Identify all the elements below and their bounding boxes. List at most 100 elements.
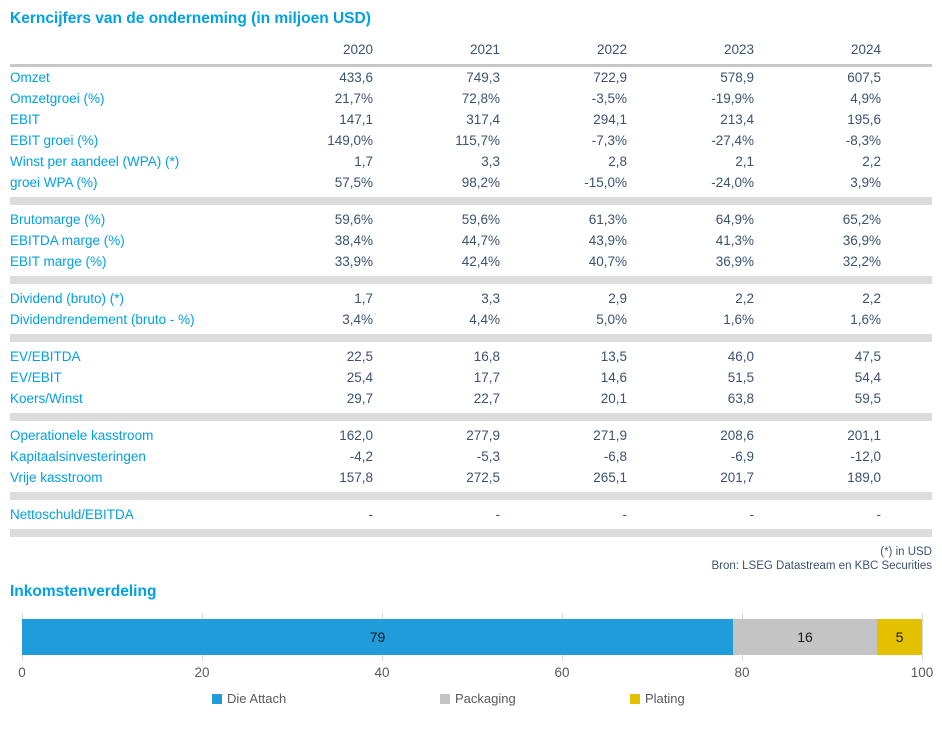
cell-value: 33,9% [334,253,373,269]
divider-strip [10,197,932,205]
cell-value: -5,3 [476,448,500,464]
row-label: Dividendrendement (bruto - %) [10,309,246,330]
legend-label: Plating [645,691,685,706]
cell-value: 22,5 [346,348,373,364]
row-label-text: Dividendrendement (bruto - %) [10,311,195,327]
x-axis-tick-labels: 0 20 40 60 80 100 [18,661,933,680]
cell-value: -6,9 [730,448,754,464]
axis-tick-label: 40 [374,665,390,680]
legend-swatch [212,693,222,704]
cell-value: 2,1 [735,153,754,169]
cell-value: 41,3% [715,232,754,248]
cell-value: 195,6 [847,111,881,127]
cell-value: 40,7% [588,253,627,269]
year-column-header: 2021 [373,40,500,67]
row-label-text: Brutomarge (%) [10,211,106,227]
row-label-text: Winst per aandeel (WPA) (*) [10,153,180,169]
bar-segment-value: 5 [895,629,904,645]
section-divider-cell [10,409,932,425]
cell-value: 16,8 [473,348,500,364]
label-column-header [10,40,246,67]
cell-value: 162,0 [339,427,373,443]
bar-segment-value: 16 [797,629,813,645]
spacer-cell [881,388,932,409]
spacer-cell [881,109,932,130]
cell-value: 22,7 [473,390,500,406]
cell-value: 3,3 [481,290,500,306]
cell-value: - [622,506,628,522]
year-header-row: 2020 2021 2022 2023 2024 [10,40,932,67]
legend-swatch [630,693,640,704]
cell-value: - [495,506,501,522]
cell-value: 36,9% [842,232,881,248]
bar-segment-die-attach: 79 [22,619,733,655]
row-label: EBIT [10,109,246,130]
section-divider-cell [10,488,932,504]
table-row: Kapitaalsinvesteringen -4,2 -5,3 -6,8 -6,9 -1… [10,446,932,467]
cell-value: - [876,506,882,522]
cell-value: 3,4% [342,311,373,327]
section-divider [10,525,932,541]
cell-value: 72,8% [461,90,500,106]
cell-value: 115,7% [455,132,500,148]
table-row: Koers/Winst 29,7 22,7 20,1 63,8 59,5 [10,388,932,409]
spacer-cell [881,288,932,309]
cell-value: 44,7% [461,232,500,248]
row-label: Vrije kasstroom [10,467,246,488]
bar-segment-value: 79 [369,629,386,645]
section-divider [10,330,932,346]
axis-tick-label: 60 [554,665,570,680]
cell-value: 433,6 [339,69,373,85]
row-label: EBITDA marge (%) [10,230,246,251]
cell-value: 1,7 [354,153,373,169]
table-row: EBITDA marge (%) 38,4% 44,7% 43,9% 41,3% 36,9… [10,230,932,251]
axis-tick-label: 80 [734,665,750,680]
chart-legend: Die Attach Packaging Plating [10,691,932,709]
cell-value: 38,4% [334,232,373,248]
table-row: Dividendrendement (bruto - %) 3,4% 4,4% 5,0… [10,309,932,330]
cell-value: 64,9% [715,211,754,227]
cell-value: -3,5% [591,90,627,106]
table-row: Omzetgroei (%) 21,7% 72,8% -3,5% -19,9% 4,9% [10,88,932,109]
spacer-cell [881,209,932,230]
row-label: Winst per aandeel (WPA) (*) [10,151,246,172]
cell-value: 32,2% [842,253,881,269]
row-label-text: Nettoschuld/EBITDA [10,506,134,522]
cell-value: 57,5% [334,174,373,190]
spacer-cell [881,251,932,272]
cell-value: 147,1 [339,111,373,127]
legend-label: Die Attach [227,691,287,706]
table-row: Winst per aandeel (WPA) (*) 1,7 3,3 2,8 2,1 2… [10,151,932,172]
cell-value: 29,7 [346,390,373,406]
divider-strip [10,334,932,342]
section-divider-cell [10,193,932,209]
cell-value: 149,0% [327,132,373,148]
row-label: Kapitaalsinvesteringen [10,446,246,467]
cell-value: 1,7 [354,290,373,306]
row-label-text: Vrije kasstroom [10,469,103,485]
divider-strip [10,276,932,284]
row-label-text: Kapitaalsinvesteringen [10,448,146,464]
row-label: Nettoschuld/EBITDA [10,504,246,525]
cell-value: - [749,506,755,522]
cell-value: 25,4 [346,369,373,385]
axis-tick-label: 20 [194,665,210,680]
section-divider-cell [10,525,932,541]
row-label-text: Omzet [10,69,50,85]
cell-value: 65,2% [842,211,881,227]
cell-value: 749,3 [466,69,500,85]
table-row: EBIT marge (%) 33,9% 42,4% 40,7% 36,9% 32,2% [10,251,932,272]
row-label-text: Koers/Winst [10,390,83,406]
row-label-text: EBIT groei (%) [10,132,99,148]
row-label-text: EBIT marge (%) [10,253,107,269]
divider-strip [10,529,932,537]
footnote-usd: (*) in USD [880,546,932,558]
cell-value: 63,8 [727,390,754,406]
section-divider [10,488,932,504]
gridline [922,613,923,661]
bar-segment-plating: 5 [877,619,922,655]
table-row: Nettoschuld/EBITDA - - - - - [10,504,932,525]
table-footnotes: (*) in USD Bron: LSEG Datastream en KBC … [10,545,932,573]
cell-value: 157,8 [339,469,373,485]
table-row: EV/EBIT 25,4 17,7 14,6 51,5 54,4 [10,367,932,388]
